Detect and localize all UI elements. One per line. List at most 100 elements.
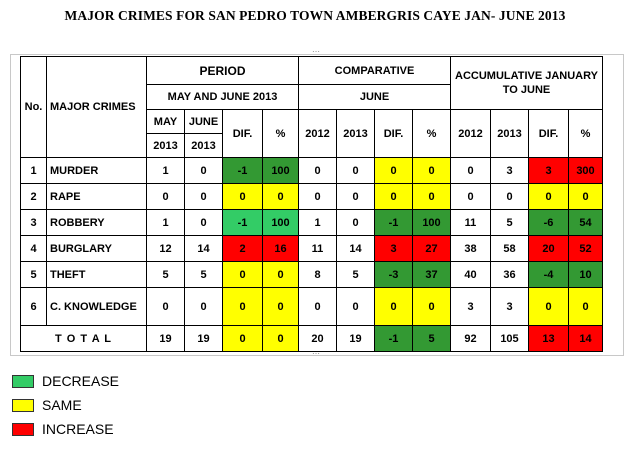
- table-row: 4 BURGLARY 12 14 2 16 11 14 3 27 38 58 2…: [20, 235, 603, 262]
- total-period-dif: 0: [222, 325, 263, 352]
- cell-comp-dif: -1: [374, 209, 413, 236]
- resize-handle-right[interactable]: [618, 200, 624, 210]
- cell-acc-2012: 11: [450, 209, 491, 236]
- total-acc-2012: 92: [450, 325, 491, 352]
- total-comp-2013: 19: [336, 325, 375, 352]
- header-june-year: 2013: [184, 133, 223, 158]
- cell-acc-dif: 20: [528, 235, 569, 262]
- header-acc-dif: DIF.: [528, 109, 569, 158]
- legend-swatch-increase: [12, 423, 34, 436]
- total-may: 19: [146, 325, 185, 352]
- legend-swatch-decrease: [12, 375, 34, 388]
- total-acc-dif: 13: [528, 325, 569, 352]
- cell-period-pct: 100: [262, 209, 299, 236]
- cell-june: 0: [184, 287, 223, 326]
- table-row: 2 RAPE 0 0 0 0 0 0 0 0 0 0 0 0: [20, 183, 603, 210]
- resize-handle-left[interactable]: [6, 200, 12, 210]
- row-no: 4: [20, 235, 47, 262]
- row-crime: RAPE: [46, 183, 147, 210]
- total-acc-pct: 14: [568, 325, 603, 352]
- row-no: 3: [20, 209, 47, 236]
- cell-comp-2013: 5: [336, 261, 375, 288]
- table-row: 6 C. KNOWLEDGE 0 0 0 0 0 0 0 0 3 3 0 0: [20, 287, 603, 326]
- cell-comp-2012: 0: [298, 183, 337, 210]
- table-row: 5 THEFT 5 5 0 0 8 5 -3 37 40 36 -4 10: [20, 261, 603, 288]
- header-comp-pct: %: [412, 109, 451, 158]
- row-crime: THEFT: [46, 261, 147, 288]
- cell-may: 5: [146, 261, 185, 288]
- cell-period-dif: -1: [222, 209, 263, 236]
- header-no: No.: [20, 56, 47, 158]
- cell-comp-2012: 11: [298, 235, 337, 262]
- cell-comp-2012: 1: [298, 209, 337, 236]
- table-row: 3 ROBBERY 1 0 -1 100 1 0 -1 100 11 5 -6 …: [20, 209, 603, 236]
- cell-acc-2012: 0: [450, 183, 491, 210]
- cell-acc-dif: 0: [528, 287, 569, 326]
- row-no: 2: [20, 183, 47, 210]
- cell-period-dif: 0: [222, 261, 263, 288]
- cell-comp-pct: 0: [412, 183, 451, 210]
- header-comp-2013: 2013: [336, 109, 375, 158]
- cell-period-pct: 0: [262, 183, 299, 210]
- cell-acc-2013: 36: [490, 261, 529, 288]
- cell-comp-2012: 8: [298, 261, 337, 288]
- cell-period-dif: 0: [222, 183, 263, 210]
- cell-acc-pct: 54: [568, 209, 603, 236]
- cell-acc-pct: 10: [568, 261, 603, 288]
- cell-comp-dif: 0: [374, 287, 413, 326]
- cell-comp-pct: 100: [412, 209, 451, 236]
- cell-may: 0: [146, 183, 185, 210]
- cell-acc-2013: 0: [490, 183, 529, 210]
- total-row: T O T A L 19 19 0 0 20 19 -1 5 92 105 13…: [20, 325, 603, 352]
- page-title: MAJOR CRIMES FOR SAN PEDRO TOWN AMBERGRI…: [64, 8, 566, 23]
- cell-acc-2013: 5: [490, 209, 529, 236]
- row-no: 6: [20, 287, 47, 326]
- cell-acc-2012: 40: [450, 261, 491, 288]
- cell-acc-2013: 58: [490, 235, 529, 262]
- resize-handle-top[interactable]: ⋯: [312, 47, 320, 56]
- header-acc-2013: 2013: [490, 109, 529, 158]
- header-comparative-sub: JUNE: [298, 84, 451, 110]
- table-row: 1 MURDER 1 0 -1 100 0 0 0 0 0 3 3 300: [20, 157, 603, 184]
- cell-acc-pct: 0: [568, 183, 603, 210]
- cell-comp-pct: 0: [412, 287, 451, 326]
- cell-comp-pct: 37: [412, 261, 451, 288]
- cell-comp-2013: 0: [336, 209, 375, 236]
- row-crime: C. KNOWLEDGE: [46, 287, 147, 326]
- cell-comp-2012: 0: [298, 157, 337, 184]
- cell-period-pct: 100: [262, 157, 299, 184]
- cell-june: 0: [184, 157, 223, 184]
- cell-may: 1: [146, 209, 185, 236]
- cell-comp-2012: 0: [298, 287, 337, 326]
- header-comparative: COMPARATIVE: [298, 56, 451, 85]
- header-may: MAY: [146, 109, 185, 134]
- cell-period-pct: 0: [262, 261, 299, 288]
- cell-acc-dif: -4: [528, 261, 569, 288]
- cell-june: 0: [184, 183, 223, 210]
- resize-handle-bottom[interactable]: ⋯: [312, 349, 320, 358]
- cell-period-dif: 0: [222, 287, 263, 326]
- cell-period-dif: 2: [222, 235, 263, 262]
- cell-comp-dif: 0: [374, 183, 413, 210]
- header-june: JUNE: [184, 109, 223, 134]
- crime-table: No. MAJOR CRIMES PERIOD COMPARATIVE ACCU…: [20, 56, 603, 352]
- legend-label-decrease: DECREASE: [42, 373, 120, 389]
- total-acc-2013: 105: [490, 325, 529, 352]
- row-no: 1: [20, 157, 47, 184]
- legend-label-increase: INCREASE: [42, 421, 114, 437]
- header-period: PERIOD: [146, 56, 299, 85]
- row-no: 5: [20, 261, 47, 288]
- cell-period-dif: -1: [222, 157, 263, 184]
- legend-label-same: SAME: [42, 397, 82, 413]
- legend-swatch-same: [12, 399, 34, 412]
- cell-acc-2013: 3: [490, 157, 529, 184]
- total-label: T O T A L: [20, 325, 147, 352]
- cell-period-pct: 16: [262, 235, 299, 262]
- cell-june: 5: [184, 261, 223, 288]
- cell-may: 1: [146, 157, 185, 184]
- total-comp-2012: 20: [298, 325, 337, 352]
- header-comp-2012: 2012: [298, 109, 337, 158]
- cell-comp-dif: 0: [374, 157, 413, 184]
- cell-acc-2012: 0: [450, 157, 491, 184]
- header-period-dif: DIF.: [222, 109, 263, 158]
